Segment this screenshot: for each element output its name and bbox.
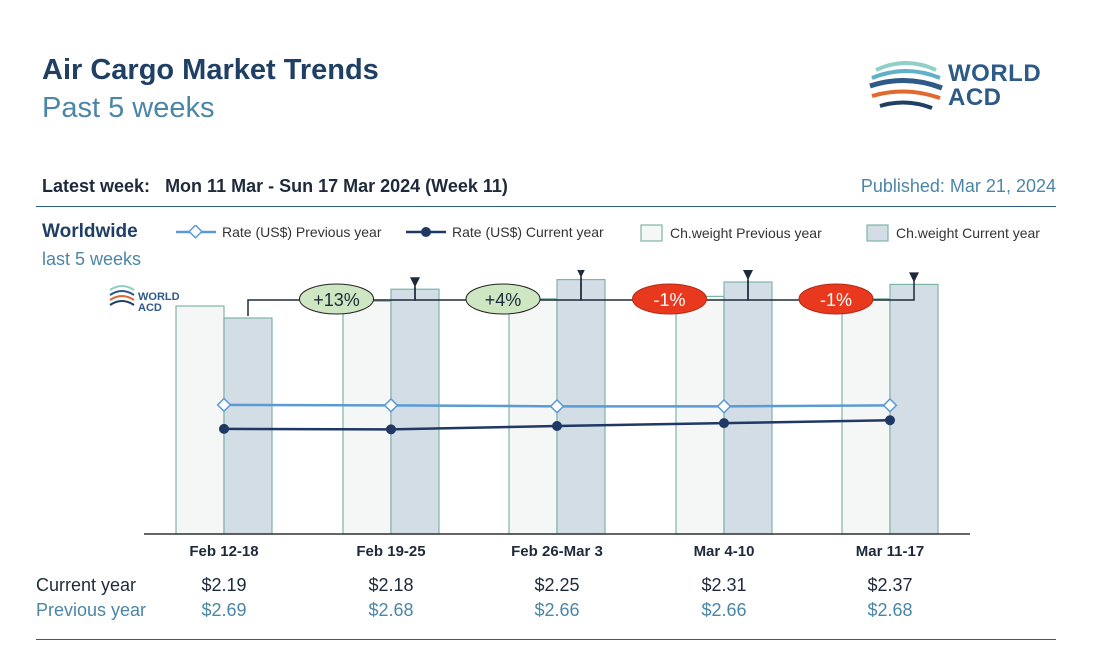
change-arrow-3 <box>909 272 919 283</box>
section-title: Worldwide <box>42 221 138 242</box>
row-label-previous: Previous year <box>36 600 147 620</box>
category-label-2: Feb 26-Mar 3 <box>511 543 603 560</box>
change-label-1: +4% <box>485 290 522 310</box>
category-label-1: Feb 19-25 <box>356 543 425 560</box>
page-subtitle: Past 5 weeks <box>42 92 215 124</box>
bar-weight-cur-3 <box>723 281 773 535</box>
point-rate-cur-3 <box>719 418 729 429</box>
category-label-0: Feb 12-18 <box>189 543 258 560</box>
legend-rate-cur: Rate (US$) Current year <box>406 224 604 240</box>
point-rate-prev-0 <box>216 397 232 413</box>
point-rate-cur-4 <box>885 415 895 426</box>
rate-previous-0: $2.69 <box>201 600 247 620</box>
change-label-3: -1% <box>820 290 852 310</box>
worldacd-logo: WORLD ACD <box>866 56 1066 120</box>
watermark-text-0: WORLD <box>138 291 180 303</box>
rate-previous-3: $2.66 <box>701 600 747 620</box>
logo-swirl-icon <box>869 61 943 110</box>
change-label-0: +13% <box>313 290 360 310</box>
logo-line2: ACD <box>948 84 1002 111</box>
change-bubble-2 <box>632 283 707 315</box>
row-label-current: Current year <box>36 575 137 595</box>
point-rate-prev-1 <box>383 397 399 413</box>
header-divider <box>36 206 1056 207</box>
change-arrow-2 <box>743 270 753 280</box>
latest-week-label: Latest week: <box>42 176 151 196</box>
rate-current-3: $2.31 <box>701 575 747 595</box>
rate-current-1: $2.18 <box>368 575 414 595</box>
bar-weight-cur-1 <box>390 288 440 535</box>
legend-weight-cur-label: Ch.weight Current year <box>896 225 1040 241</box>
rate-previous-4: $2.68 <box>867 600 913 620</box>
bar-weight-prev-3 <box>675 295 725 535</box>
bar-weight-prev-0 <box>175 305 225 535</box>
watermark-swirl-1 <box>109 290 135 296</box>
watermark-swirl-3 <box>109 300 135 306</box>
legend-weight-prev: Ch.weight Previous year <box>640 224 822 242</box>
bar-weight-cur-0 <box>223 317 273 535</box>
legend-rate-prev-label: Rate (US$) Previous year <box>222 224 382 240</box>
rate-current-2: $2.25 <box>534 575 580 595</box>
legend-weight-cur: Ch.weight Current year <box>866 224 1040 242</box>
watermark-swirl-0 <box>109 285 135 291</box>
point-rate-prev-2 <box>549 398 565 414</box>
published-date: Published: Mar 21, 2024 <box>860 176 1056 196</box>
change-label-2: -1% <box>653 290 685 310</box>
legend-rate-cur-icon <box>406 227 446 237</box>
rate-current-0: $2.19 <box>201 575 247 595</box>
section-subtitle: last 5 weeks <box>42 249 142 269</box>
legend-weight-prev-label: Ch.weight Previous year <box>670 225 822 241</box>
logo-line1: WORLD <box>948 60 1042 87</box>
rate-previous-2: $2.66 <box>534 600 580 620</box>
bar-weight-prev-4 <box>841 298 891 535</box>
footer-divider <box>36 639 1056 640</box>
page-title: Air Cargo Market Trends <box>42 54 379 86</box>
bar-weight-cur-4 <box>889 283 939 535</box>
legend-rate-prev-icon <box>176 225 216 239</box>
rate-current-4: $2.37 <box>867 575 913 595</box>
legend-rate-cur-label: Rate (US$) Current year <box>452 224 604 240</box>
category-label-4: Mar 11-17 <box>856 543 924 560</box>
category-label-3: Mar 4-10 <box>694 543 755 560</box>
point-rate-prev-3 <box>716 398 732 414</box>
change-arrow-1 <box>577 270 585 278</box>
legend-weight-prev-icon <box>640 224 663 242</box>
rate-previous-1: $2.68 <box>368 600 414 620</box>
legend-weight-cur-icon <box>866 224 889 242</box>
watermark-text-1: ACD <box>138 302 162 314</box>
watermark-swirl-2 <box>109 295 135 301</box>
point-rate-cur-1 <box>386 424 396 435</box>
bar-weight-prev-1 <box>342 300 392 535</box>
change-bubble-0 <box>299 283 374 315</box>
change-bubble-1 <box>465 283 541 315</box>
legend-rate-prev: Rate (US$) Previous year <box>176 224 382 240</box>
point-rate-cur-0 <box>219 423 229 434</box>
latest-week: Latest week: Mon 11 Mar - Sun 17 Mar 202… <box>42 176 508 197</box>
latest-week-value: Mon 11 Mar - Sun 17 Mar 2024 (Week 11) <box>165 176 508 196</box>
bar-weight-prev-2 <box>508 298 558 535</box>
point-rate-cur-2 <box>552 421 562 431</box>
point-rate-prev-4 <box>882 397 898 413</box>
change-bubble-3 <box>798 283 874 315</box>
change-arrow-0 <box>410 277 420 288</box>
